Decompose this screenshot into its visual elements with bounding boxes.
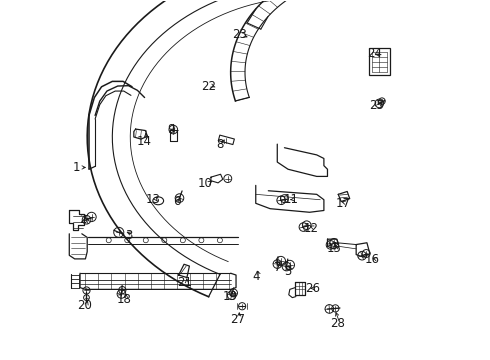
Text: 2: 2 (79, 213, 87, 226)
Text: 16: 16 (365, 253, 380, 266)
Text: 10: 10 (198, 177, 213, 190)
Text: 22: 22 (201, 80, 216, 93)
Text: 26: 26 (305, 282, 320, 295)
Text: 14: 14 (137, 135, 152, 148)
Text: 1: 1 (73, 161, 80, 174)
Text: 3: 3 (125, 229, 132, 242)
Text: 28: 28 (330, 317, 345, 330)
Text: 21: 21 (177, 276, 192, 289)
Text: 12: 12 (304, 222, 319, 235)
Text: 20: 20 (77, 299, 92, 312)
Text: 8: 8 (216, 138, 223, 150)
Text: 13: 13 (146, 193, 161, 206)
Bar (369, 48, 390, 75)
Text: 11: 11 (284, 193, 299, 206)
Text: 19: 19 (223, 290, 238, 303)
Text: 24: 24 (368, 47, 382, 60)
Text: 17: 17 (336, 197, 351, 210)
Text: 25: 25 (369, 99, 385, 112)
Text: 15: 15 (326, 242, 342, 255)
Text: 18: 18 (116, 293, 131, 306)
Text: 27: 27 (230, 312, 245, 326)
Text: 7: 7 (273, 261, 281, 274)
Text: 4: 4 (252, 270, 260, 283)
Text: 23: 23 (232, 28, 246, 41)
Text: 9: 9 (168, 123, 175, 136)
Text: 5: 5 (284, 265, 292, 278)
Text: 6: 6 (173, 195, 181, 208)
